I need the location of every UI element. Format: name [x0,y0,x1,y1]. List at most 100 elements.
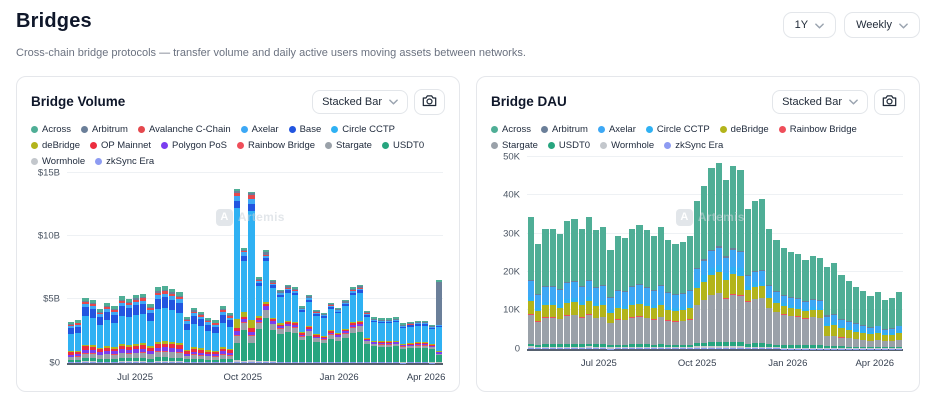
bar[interactable] [241,247,248,363]
legend-item-circle-cctp[interactable]: Circle CCTP [645,124,710,135]
bar[interactable] [248,191,255,363]
bar[interactable] [708,168,715,349]
bar[interactable] [802,259,809,349]
bar[interactable] [874,292,881,349]
bar[interactable] [299,306,306,363]
legend-item-axelar[interactable]: Axelar [597,124,636,135]
bar[interactable] [535,243,542,349]
legend-item-polygon-pos[interactable]: Polygon PoS [161,140,227,151]
bar[interactable] [284,284,291,363]
bar[interactable] [89,300,96,363]
legend-item-across[interactable]: Across [31,124,71,135]
bar[interactable] [147,303,154,363]
legend-item-wormhole[interactable]: Wormhole [600,140,654,151]
camera-snapshot-button[interactable] [414,88,445,115]
bar[interactable] [111,306,118,363]
bar[interactable] [809,255,816,349]
legend-item-zksync-era[interactable]: zkSync Era [664,140,723,151]
bar[interactable] [896,292,903,349]
bar[interactable] [787,251,795,349]
bar[interactable] [823,267,831,349]
bar[interactable] [737,170,744,349]
bar[interactable] [226,312,234,363]
bar[interactable] [371,316,378,363]
bar[interactable] [313,310,320,363]
legend-item-zksync-era[interactable]: zkSync Era [95,156,154,167]
bar[interactable] [759,199,766,349]
bar[interactable] [262,250,270,363]
bar[interactable] [140,293,147,363]
legend-item-arbitrum[interactable]: Arbitrum [81,124,128,135]
bar[interactable] [421,320,428,363]
bar[interactable] [556,234,564,349]
bar[interactable] [614,236,621,349]
bar[interactable] [744,209,751,349]
bar[interactable] [82,297,89,363]
bar[interactable] [571,218,578,349]
bar[interactable] [154,287,161,363]
bar[interactable] [838,275,845,349]
bar[interactable] [428,324,436,363]
bar[interactable] [722,179,730,349]
legend-item-debridge[interactable]: deBridge [31,140,80,151]
bar[interactable] [650,236,657,349]
bar[interactable] [751,201,758,349]
legend-item-avalanche-c-chain[interactable]: Avalanche C-Chain [137,124,231,135]
bar[interactable] [306,294,313,363]
bar[interactable] [867,296,874,349]
legend-item-axelar[interactable]: Axelar [240,124,279,135]
bar[interactable] [795,253,802,349]
bar[interactable] [773,240,780,349]
legend-item-usdt0[interactable]: USDT0 [381,140,424,151]
bar[interactable] [715,162,722,349]
bar[interactable] [385,318,392,363]
legend-item-circle-cctp[interactable]: Circle CCTP [331,124,395,135]
bar[interactable] [176,292,183,363]
camera-snapshot-button[interactable] [874,88,905,115]
bar[interactable] [780,247,787,349]
bar[interactable] [657,226,665,349]
bar[interactable] [212,320,219,363]
bar[interactable] [197,311,205,363]
bar[interactable] [607,249,614,349]
legend-item-wormhole[interactable]: Wormhole [31,156,85,167]
bar[interactable] [125,298,132,363]
bar[interactable] [694,201,701,349]
legend-item-op-mainnet[interactable]: OP Mainnet [90,140,151,151]
bar[interactable] [852,286,860,349]
bar[interactable] [528,216,535,349]
bar[interactable] [342,300,349,363]
bar[interactable] [881,300,888,349]
bar[interactable] [363,310,371,363]
bar[interactable] [665,240,672,349]
bar[interactable] [549,228,556,349]
legend-item-debridge[interactable]: deBridge [719,124,769,135]
bar[interactable] [730,166,737,349]
bar[interactable] [436,279,443,363]
bar[interactable] [327,302,335,363]
bar[interactable] [414,320,421,363]
bar[interactable] [621,238,629,349]
legend-item-rainbow-bridge[interactable]: Rainbow Bridge [236,140,315,151]
legend-item-usdt0[interactable]: USDT0 [547,140,590,151]
bar[interactable] [234,189,241,363]
legend-item-stargate[interactable]: Stargate [325,140,372,151]
bar[interactable] [564,220,571,349]
bar[interactable] [349,287,356,363]
bar[interactable] [356,284,363,363]
legend-item-base[interactable]: Base [288,124,321,135]
bar[interactable] [600,226,607,349]
bar[interactable] [585,216,592,349]
bar[interactable] [831,263,838,349]
interval-select[interactable]: Weekly [844,12,920,38]
bar[interactable] [392,316,400,363]
legend-item-stargate[interactable]: Stargate [491,140,538,151]
bar[interactable] [629,228,636,349]
chart-type-select[interactable]: Stacked Bar [772,89,868,114]
bar[interactable] [104,302,111,363]
range-select[interactable]: 1Y [782,12,837,38]
bar[interactable] [118,296,125,363]
bar[interactable] [169,288,176,363]
bar[interactable] [701,185,708,349]
bar[interactable] [672,243,679,349]
